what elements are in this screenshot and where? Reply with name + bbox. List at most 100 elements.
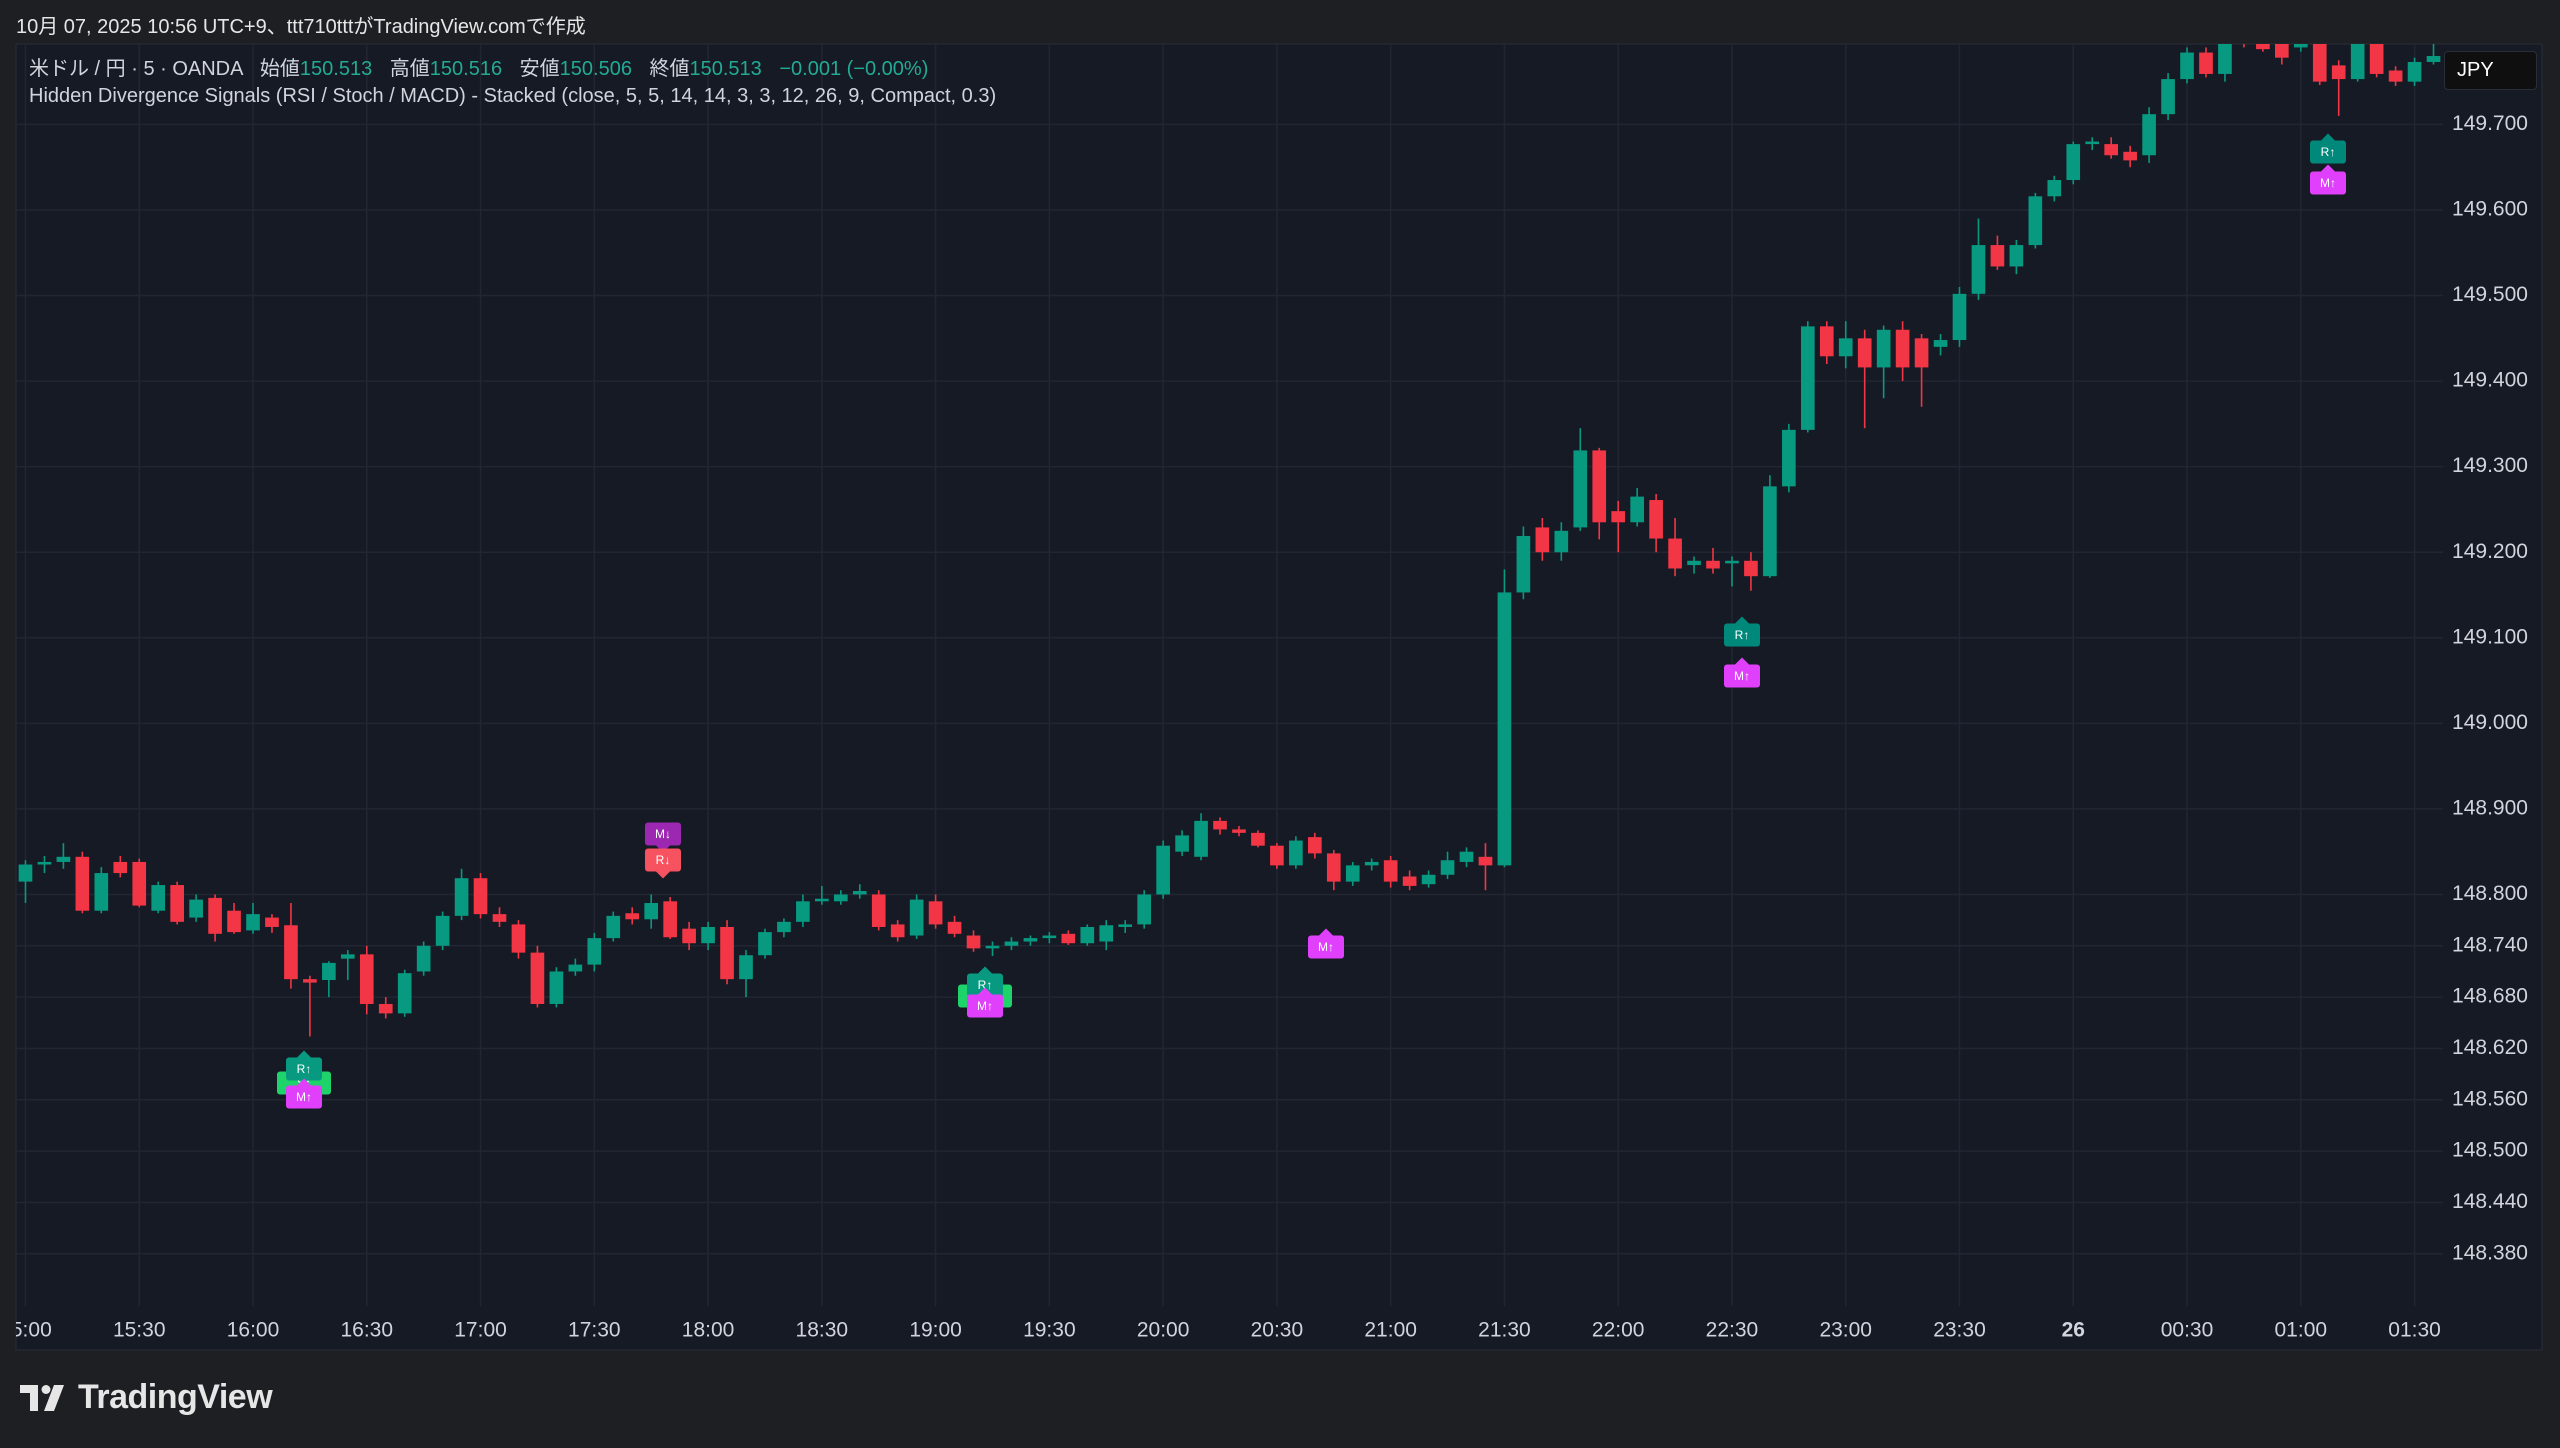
x-tick-label: 15:30 bbox=[113, 1319, 166, 1342]
candle-body bbox=[2085, 141, 2100, 145]
candle-body bbox=[1838, 338, 1853, 357]
candle-body bbox=[1232, 829, 1246, 833]
candle-body bbox=[2028, 196, 2043, 246]
signal-pointer bbox=[297, 1078, 311, 1086]
x-tick-label: 18:00 bbox=[682, 1319, 735, 1342]
y-tick-label: 148.800 bbox=[2452, 882, 2528, 905]
grid bbox=[16, 44, 2443, 1306]
candle-body bbox=[815, 898, 829, 902]
candle-body bbox=[492, 914, 507, 922]
y-tick-label: 148.560 bbox=[2452, 1087, 2528, 1110]
time-axis: 15:00 15:30 16:00 16:30 17:00 17:30 18:00 18:30… bbox=[16, 1319, 2441, 1342]
candle-body bbox=[2293, 44, 2308, 48]
candle-body bbox=[18, 864, 33, 882]
signal-label: R↓ bbox=[656, 853, 671, 867]
candle-body bbox=[1004, 941, 1019, 946]
signal-label: R↑ bbox=[1735, 628, 1750, 642]
candle-body bbox=[303, 979, 317, 983]
candle-body bbox=[1611, 511, 1626, 523]
candle-body bbox=[75, 856, 90, 911]
signal-box bbox=[286, 1057, 322, 1081]
x-tick-label: 00:30 bbox=[2161, 1319, 2214, 1342]
chart-panel bbox=[15, 43, 2543, 1351]
candle-body bbox=[2350, 44, 2365, 80]
signal-label: R↑ bbox=[2321, 145, 2336, 159]
y-tick-label: 148.900 bbox=[2452, 796, 2528, 819]
signal-tag: R↓ bbox=[645, 848, 681, 879]
candle-body bbox=[2161, 79, 2175, 115]
currency-button[interactable]: JPY bbox=[2444, 51, 2537, 90]
candle-body bbox=[1326, 853, 1341, 882]
candle-body bbox=[2009, 245, 2024, 267]
candle-body bbox=[1573, 450, 1588, 528]
candle-body bbox=[2066, 144, 2081, 181]
symbol: 米ドル / 円 · 5 · OANDA bbox=[29, 58, 243, 80]
candle-body bbox=[1345, 865, 1360, 882]
candle-body bbox=[1800, 326, 1815, 430]
candle-body bbox=[2388, 70, 2403, 82]
candle-body bbox=[1213, 820, 1227, 830]
high-label: 高値 bbox=[389, 58, 430, 80]
candle-body bbox=[2104, 144, 2119, 156]
x-tick-label: 22:00 bbox=[1592, 1319, 1645, 1342]
candle-body bbox=[985, 945, 1000, 949]
y-tick-label: 148.380 bbox=[2452, 1241, 2528, 1264]
signal-pointer bbox=[1319, 928, 1333, 936]
brand-name: TradingView bbox=[78, 1378, 273, 1416]
candle-body bbox=[1497, 592, 1512, 866]
candle-body bbox=[1061, 933, 1076, 944]
x-tick-label: 21:30 bbox=[1478, 1319, 1531, 1342]
candle-body bbox=[322, 962, 336, 981]
candle-body bbox=[758, 932, 772, 956]
candle-body bbox=[966, 935, 981, 949]
candle-body bbox=[246, 914, 260, 931]
y-tick-label: 149.300 bbox=[2452, 454, 2528, 477]
signal-label: M↑ bbox=[1318, 940, 1334, 954]
signal-tag: M↑ bbox=[1724, 657, 1760, 688]
low-label: 安値 bbox=[519, 58, 560, 80]
signal-pointer bbox=[2321, 133, 2335, 141]
candle-body bbox=[701, 926, 715, 944]
candle-body bbox=[833, 894, 848, 902]
low-value: 150.506 bbox=[559, 58, 632, 80]
x-tick-label: 17:00 bbox=[454, 1319, 507, 1342]
signal-label: M↑ bbox=[296, 1090, 312, 1104]
candle-body bbox=[1914, 338, 1929, 368]
candle-body bbox=[1857, 338, 1872, 368]
candle-body bbox=[530, 952, 545, 1004]
candle-body bbox=[1763, 486, 1777, 577]
candle-body bbox=[2275, 44, 2289, 58]
candle-body bbox=[1080, 926, 1095, 944]
candle-body bbox=[682, 928, 696, 944]
x-tick-label: 16:30 bbox=[340, 1319, 393, 1342]
candle-body bbox=[587, 938, 602, 965]
candle-body bbox=[454, 878, 469, 916]
candle-body bbox=[1819, 326, 1834, 357]
signal-label: M↑ bbox=[1734, 669, 1750, 683]
legend-ohlc: 米ドル / 円 · 5 · OANDA 始値150.513 高値150.516 … bbox=[29, 56, 996, 83]
candle-body bbox=[2426, 55, 2441, 62]
y-tick-label: 149.200 bbox=[2452, 540, 2528, 563]
indicator-title: Hidden Divergence Signals (RSI / Stoch /… bbox=[29, 85, 997, 107]
candle-body bbox=[1251, 832, 1265, 846]
candle-body bbox=[1137, 894, 1152, 925]
signal-box bbox=[645, 848, 681, 872]
candle-body bbox=[56, 856, 71, 862]
candle-body bbox=[2331, 65, 2346, 80]
signal-tag: R↑ bbox=[1724, 616, 1760, 647]
y-tick-label: 148.680 bbox=[2452, 985, 2528, 1008]
candle-body bbox=[663, 901, 677, 938]
signal-tag: R↑ bbox=[286, 1050, 322, 1081]
y-tick-label: 149.000 bbox=[2452, 711, 2528, 734]
signal-tag: M↑ bbox=[2310, 164, 2346, 195]
candle-body bbox=[1706, 560, 1720, 569]
candle-body bbox=[1782, 429, 1796, 487]
candle-body bbox=[1876, 329, 1891, 368]
candle-body bbox=[1194, 820, 1208, 857]
candle-body bbox=[1687, 560, 1701, 566]
signal-tag: M↑ bbox=[286, 1078, 322, 1109]
candle-body bbox=[284, 925, 298, 980]
candle-body bbox=[1478, 856, 1493, 866]
signal-box bbox=[967, 973, 1003, 997]
